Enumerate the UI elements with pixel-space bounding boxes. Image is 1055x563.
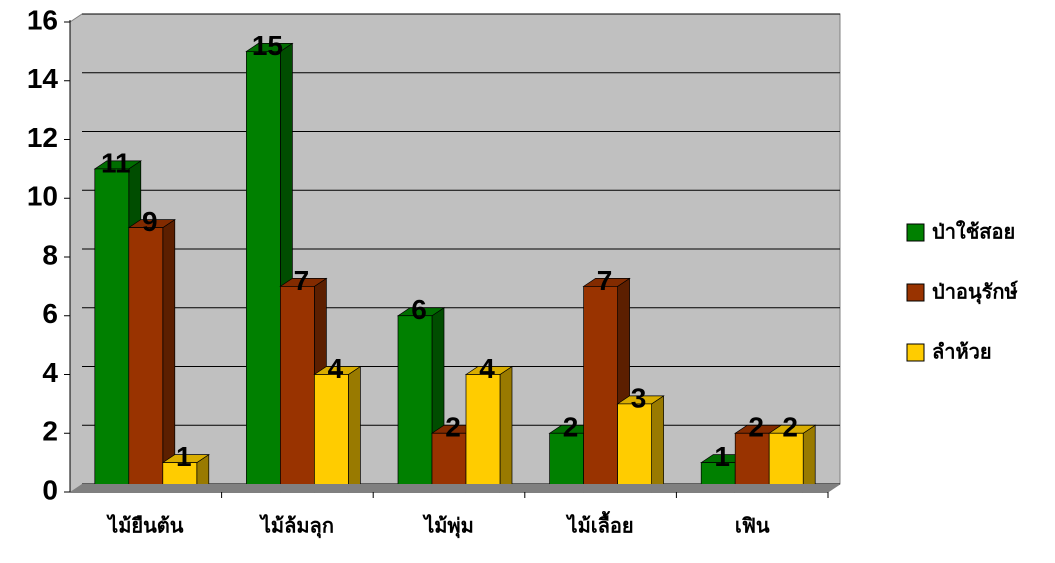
y-tick-label: 6 <box>42 298 58 329</box>
y-tick-label: 10 <box>27 181 58 212</box>
data-label: 7 <box>597 265 613 296</box>
bar <box>768 432 804 493</box>
bar-side <box>651 395 664 493</box>
y-tick-label: 16 <box>27 4 58 35</box>
data-label: 9 <box>142 206 158 237</box>
y-tick-label: 2 <box>42 416 58 447</box>
bar-side <box>162 218 176 493</box>
bar <box>583 286 618 493</box>
x-tick-label: ไม้เลื้อย <box>566 511 634 538</box>
legend-label: ป่าอนุรักษ์ <box>932 280 1018 305</box>
bar <box>314 374 349 493</box>
data-label: 1 <box>714 441 730 472</box>
data-label: 3 <box>631 382 647 413</box>
bar <box>465 374 501 493</box>
bar <box>617 403 652 493</box>
bar <box>94 168 130 493</box>
data-label: 4 <box>328 353 344 384</box>
bar-side <box>802 424 816 493</box>
legend-label: ป่าใช้สอย <box>932 220 1015 244</box>
legend-swatch <box>906 223 925 242</box>
y-tick-label: 0 <box>42 474 58 505</box>
x-tick-label: ไม้พุ่ม <box>422 514 474 539</box>
bar <box>280 286 315 493</box>
y-tick-label: 4 <box>42 357 58 388</box>
data-label: 6 <box>411 294 427 325</box>
y-tick-label: 8 <box>42 239 58 270</box>
data-label: 11 <box>101 147 131 178</box>
bar <box>431 432 467 493</box>
y-tick-label: 14 <box>27 63 59 94</box>
x-tick-label: เฟิน <box>735 514 770 538</box>
data-label: 4 <box>479 353 495 384</box>
data-label: 2 <box>748 412 764 443</box>
data-label: 15 <box>252 30 283 61</box>
bar <box>397 315 433 493</box>
bar-side <box>499 365 513 493</box>
bar <box>549 432 584 493</box>
bars <box>93 42 817 493</box>
floor <box>70 484 840 492</box>
x-tick-label: ไม้ยืนต้น <box>106 514 184 538</box>
legend-swatch <box>906 343 925 362</box>
bar <box>246 51 281 493</box>
bar-side <box>348 365 361 493</box>
data-label: 2 <box>563 412 579 443</box>
x-tick-label: ไม้ล้มลุก <box>259 514 334 539</box>
y-tick-label: 12 <box>27 122 58 153</box>
data-label: 2 <box>782 412 798 443</box>
data-label: 7 <box>294 265 310 296</box>
legend-label: ลำห้วย <box>932 340 992 364</box>
bar <box>128 227 164 493</box>
data-label: 1 <box>176 441 192 472</box>
legend-swatch <box>906 283 925 302</box>
data-label: 2 <box>445 412 461 443</box>
